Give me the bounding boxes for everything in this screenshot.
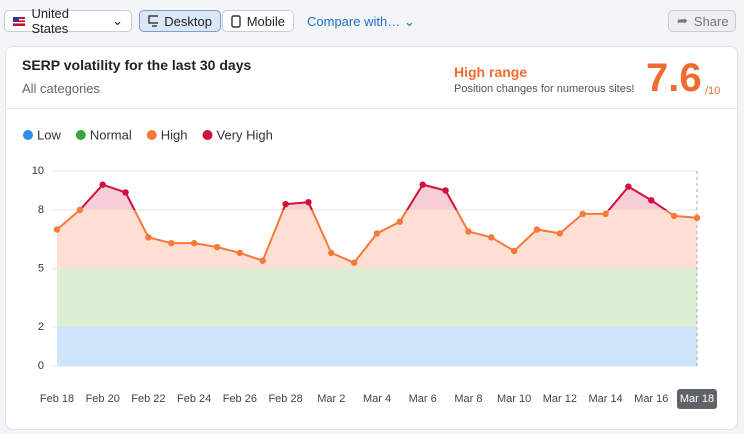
x-tick-label: Feb 22: [131, 393, 165, 405]
legend-label: Very High: [217, 127, 273, 142]
country-label: United States: [31, 6, 70, 36]
data-point: [396, 218, 404, 225]
x-tick-label: Mar 6: [409, 393, 437, 405]
legend-dot: [23, 130, 33, 140]
legend-label: Normal: [90, 127, 132, 142]
data-point: [625, 183, 632, 190]
data-point: [670, 212, 678, 220]
data-point: [693, 214, 701, 221]
flag-icon: [13, 16, 26, 26]
data-point: [145, 234, 152, 241]
data-point: [213, 243, 221, 251]
y-tick-label: 5: [38, 262, 44, 274]
score: 7.6: [646, 56, 702, 100]
data-point: [236, 249, 244, 257]
data-point: [76, 206, 84, 214]
data-point: [305, 199, 312, 206]
data-point: [442, 187, 449, 194]
data-point: [53, 226, 61, 233]
desktop-label: Desktop: [164, 13, 212, 29]
country-select[interactable]: United States ⌄: [4, 6, 132, 36]
x-tick-label: Feb 26: [223, 393, 257, 405]
y-tick-label: 0: [38, 360, 44, 372]
x-tick-label: Feb 18: [40, 393, 74, 405]
compare-label: Compare with…: [307, 14, 401, 29]
data-point: [510, 247, 518, 255]
data-point: [465, 228, 472, 235]
data-point: [350, 259, 358, 266]
legend-dot: [146, 130, 157, 140]
range-band: [57, 268, 697, 327]
data-point: [122, 189, 129, 196]
data-point: [259, 257, 266, 264]
data-point: [648, 197, 655, 204]
data-point: [419, 181, 426, 188]
x-tick-label: Mar 10: [497, 393, 531, 405]
data-point: [579, 210, 586, 218]
share-label: Share: [693, 13, 729, 29]
x-tick-label: Feb 28: [268, 393, 302, 405]
mobile-button[interactable]: Mobile: [222, 10, 294, 32]
x-tick-label: Mar 8: [454, 393, 482, 405]
mobile-label: Mobile: [246, 13, 285, 29]
y-tick-label: 2: [38, 321, 44, 333]
legend-dot: [202, 130, 213, 140]
chevron: ⌄: [112, 13, 123, 28]
legend-label: Low: [37, 127, 61, 142]
status-note: Position changes for numerous sites!: [454, 83, 635, 95]
data-point: [602, 210, 609, 218]
y-tick-label: 10: [32, 165, 44, 177]
data-point: [373, 230, 381, 237]
data-point: [328, 249, 335, 257]
data-point: [168, 239, 175, 247]
x-tick-label: Mar 14: [588, 393, 622, 405]
x-tick-label: Mar 4: [363, 393, 391, 405]
status: High range: [454, 64, 528, 80]
x-tick-label: Feb 20: [86, 393, 120, 405]
card-subtitle: All categories: [22, 81, 101, 96]
data-point: [533, 226, 541, 233]
selected-date-bg: [677, 389, 717, 409]
data-point: [99, 181, 106, 188]
x-tick-label: Mar 18: [680, 393, 714, 405]
y-tick-label: 8: [38, 204, 44, 216]
share-button[interactable]: ➦ Share: [668, 10, 736, 32]
data-point: [556, 230, 564, 237]
score-max: /10: [705, 85, 721, 97]
x-tick-label: Mar 16: [634, 393, 668, 405]
data-point: [488, 234, 495, 241]
data-point: [190, 239, 198, 247]
range-band: [57, 327, 697, 366]
legend-dot: [75, 130, 86, 140]
compare-link[interactable]: Compare with… ⌄: [307, 14, 415, 29]
range-band: [57, 184, 697, 210]
x-tick-label: Mar 12: [543, 393, 577, 405]
card-title: SERP volatility for the last 30 days: [22, 57, 252, 73]
mobile-icon: [231, 14, 241, 28]
desktop-icon: [148, 15, 159, 27]
legend-label: High: [161, 127, 188, 142]
data-point: [282, 200, 289, 208]
x-tick-label: Feb 24: [177, 393, 211, 405]
desktop-button[interactable]: Desktop: [139, 10, 221, 32]
divider: [6, 108, 737, 109]
x-tick-label: Mar 2: [317, 393, 345, 405]
